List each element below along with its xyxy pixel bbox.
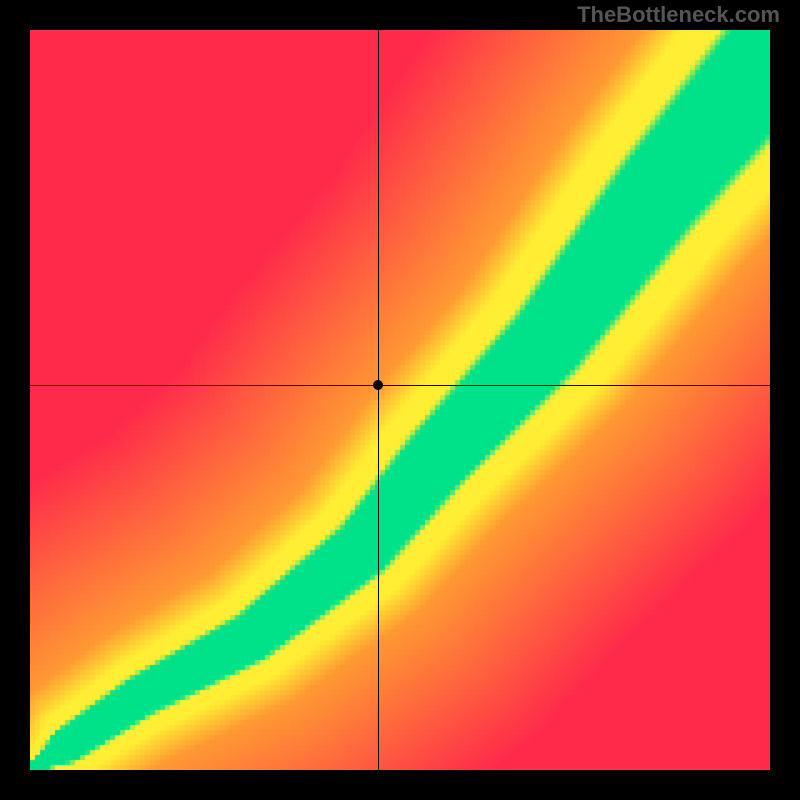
crosshair-vertical: [378, 30, 379, 770]
crosshair-horizontal: [30, 385, 770, 386]
operating-point-marker: [373, 380, 383, 390]
attribution-text: TheBottleneck.com: [577, 2, 780, 28]
heatmap-canvas: [30, 30, 770, 770]
bottleneck-heatmap: [30, 30, 770, 770]
